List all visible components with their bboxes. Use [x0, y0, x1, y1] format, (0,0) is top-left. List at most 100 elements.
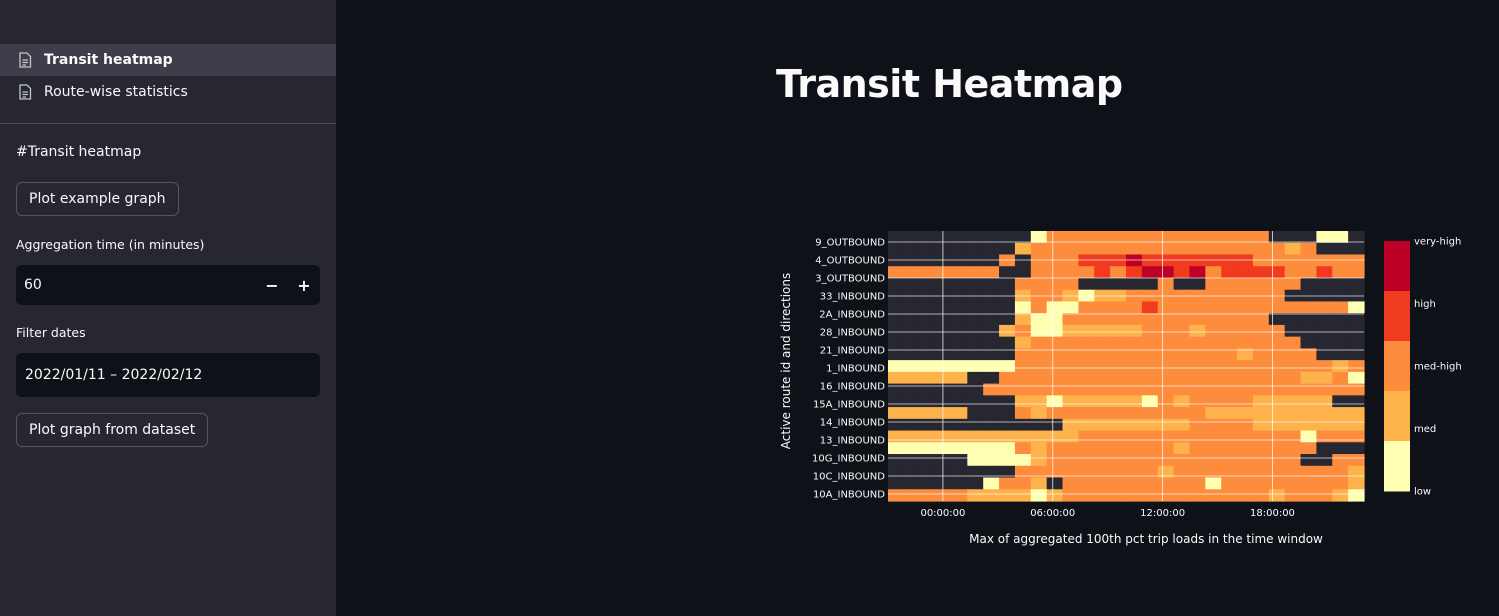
heatmap-cell — [1221, 301, 1238, 314]
heatmap-cell — [919, 313, 937, 326]
heatmap-cell — [1078, 371, 1095, 385]
heatmap-cell — [1078, 348, 1095, 361]
heatmap-cell — [1126, 231, 1143, 244]
heatmap-cell — [1078, 442, 1095, 455]
heatmap-cell — [1157, 254, 1175, 267]
heatmap-cell — [1126, 383, 1143, 396]
heatmap-cell — [1062, 301, 1079, 314]
heatmap-cell — [1110, 301, 1127, 314]
heatmap-cell — [1110, 266, 1127, 279]
heatmap-cell — [1189, 418, 1206, 432]
heatmap-cell — [935, 242, 953, 256]
heatmap-cell — [1252, 430, 1270, 443]
heatmap-cell — [1078, 336, 1095, 349]
aggregation-time-value[interactable]: 60 — [24, 277, 42, 293]
heatmap-cell — [1014, 324, 1032, 338]
heatmap-cell — [1126, 313, 1143, 326]
heatmap-cell — [1268, 266, 1286, 279]
heatmap-cell — [1332, 383, 1349, 396]
heatmap-cell — [999, 254, 1016, 267]
aggregation-time-input[interactable]: 60 − + — [16, 265, 320, 305]
heatmap-cell — [1316, 277, 1333, 291]
heatmap-cell — [951, 301, 968, 314]
heatmap-cell — [951, 395, 968, 408]
heatmap-cell — [1300, 371, 1317, 385]
heatmap-cell — [1126, 465, 1143, 479]
heatmap-cell — [1030, 313, 1048, 326]
heatmap-cell — [888, 336, 905, 349]
heatmap-cell — [1141, 489, 1159, 502]
heatmap-cell — [1189, 477, 1206, 490]
heatmap-cell — [1237, 254, 1254, 267]
heatmap-cell — [1030, 430, 1048, 443]
heatmap-cell — [1110, 324, 1127, 338]
y-tick-label: 13_INBOUND — [820, 436, 886, 447]
heatmap-cell — [1316, 407, 1333, 420]
heatmap-cell — [1221, 231, 1238, 244]
heatmap-cell — [1316, 324, 1333, 338]
heatmap-cell — [1110, 465, 1127, 479]
heatmap-cell — [1189, 277, 1206, 291]
heatmap-cell — [1268, 348, 1286, 361]
heatmap-cell — [1062, 442, 1079, 455]
heatmap-cell — [1205, 489, 1222, 502]
nav-item-transit-heatmap[interactable]: Transit heatmap — [0, 44, 336, 76]
nav-item-route-wise-statistics[interactable]: Route-wise statistics — [0, 76, 336, 108]
heatmap-cell — [1300, 313, 1317, 326]
heatmap-cell — [1332, 454, 1349, 467]
heatmap-cell — [1237, 324, 1254, 338]
heatmap-cell — [999, 277, 1016, 291]
heatmap-cell — [919, 371, 937, 385]
heatmap-cell — [1300, 407, 1317, 420]
heatmap-cell — [1237, 430, 1254, 443]
heatmap-cell — [1221, 395, 1238, 408]
heatmap-cell — [983, 231, 1000, 244]
heatmap-cell — [1268, 371, 1286, 385]
heatmap-cell — [999, 371, 1016, 385]
heatmap-cell — [1094, 371, 1111, 385]
decrement-button[interactable]: − — [265, 275, 279, 295]
heatmap-cell — [1284, 395, 1302, 408]
heatmap-cell — [1316, 454, 1333, 467]
heatmap-cell — [1348, 324, 1365, 338]
heatmap-cell — [1157, 430, 1175, 443]
plot-example-button[interactable]: Plot example graph — [16, 182, 179, 216]
heatmap-cell — [1141, 348, 1159, 361]
heatmap-cell — [1094, 301, 1111, 314]
heatmap-cell — [903, 266, 921, 279]
heatmap-cell — [919, 442, 937, 455]
heatmap-cell — [1110, 336, 1127, 349]
heatmap-cell — [1300, 395, 1317, 408]
heatmap-cell — [1316, 266, 1333, 279]
heatmap-cell — [1094, 454, 1111, 467]
heatmap-cell — [1141, 277, 1159, 291]
y-axis-title: Active route id and directions — [779, 273, 793, 449]
heatmap-cell — [1237, 371, 1254, 385]
heatmap-cell — [1189, 442, 1206, 455]
heatmap-cell — [1252, 254, 1270, 267]
heatmap-cell — [1252, 395, 1270, 408]
heatmap-cell — [1094, 477, 1111, 490]
heatmap-cell — [999, 489, 1016, 502]
x-tick-label: 12:00:00 — [1140, 508, 1185, 519]
plot-dataset-button[interactable]: Plot graph from dataset — [16, 413, 209, 447]
heatmap-cell — [1268, 324, 1286, 338]
colorbar-label: low — [1414, 487, 1431, 498]
heatmap-cell — [1205, 418, 1222, 432]
heatmap-cell — [1157, 242, 1175, 256]
heatmap-cell — [999, 395, 1016, 408]
heatmap-cell — [1221, 371, 1238, 385]
date-range-input[interactable]: 2022/01/11 – 2022/02/12 — [16, 353, 320, 397]
increment-button[interactable]: + — [297, 275, 311, 295]
heatmap-cell — [1332, 336, 1349, 349]
heatmap-cell — [903, 324, 921, 338]
heatmap-cell — [1252, 407, 1270, 420]
heatmap-cell — [1348, 489, 1365, 502]
heatmap-cell — [1030, 465, 1048, 479]
heatmap-cell — [1221, 254, 1238, 267]
heatmap-cell — [1284, 418, 1302, 432]
heatmap-cell — [1284, 231, 1302, 244]
heatmap-cell — [1348, 395, 1365, 408]
heatmap-cell — [1030, 395, 1048, 408]
heatmap-cell — [1126, 454, 1143, 467]
